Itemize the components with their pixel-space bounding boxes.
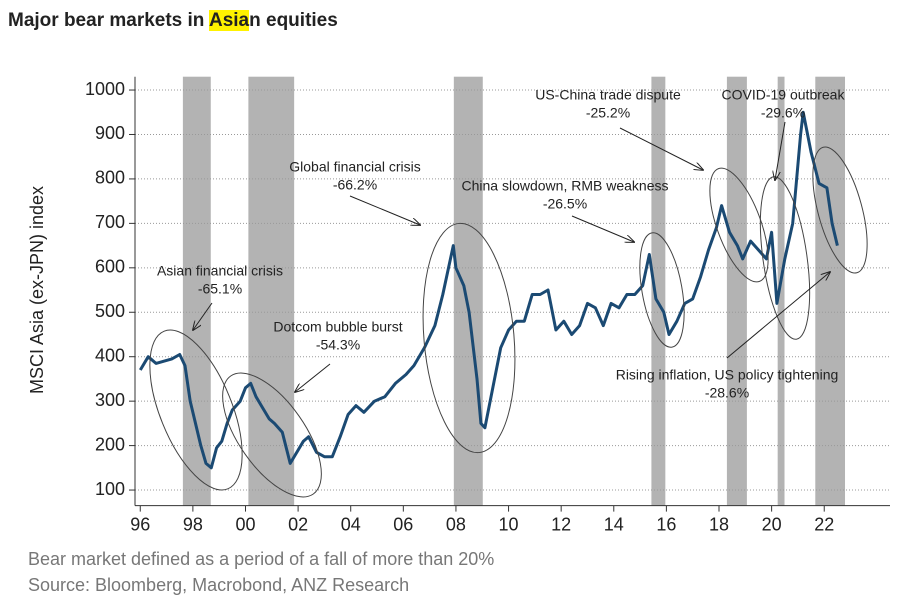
- x-tick-label: 12: [551, 514, 571, 534]
- x-tick-label: 04: [341, 514, 361, 534]
- bear-period: [815, 76, 846, 506]
- y-tick-label: 500: [95, 301, 125, 321]
- bear-period: [777, 76, 785, 506]
- y-tick-label: 1000: [85, 79, 125, 99]
- y-tick-label: 200: [95, 434, 125, 454]
- y-tick-label: 400: [95, 345, 125, 365]
- x-tick-label: 00: [235, 514, 255, 534]
- annotation-label: China slowdown, RMB weakness: [462, 178, 669, 194]
- bear-period: [726, 76, 747, 506]
- chart-title: Major bear markets in Asian equities: [8, 10, 338, 31]
- x-tick-label: 14: [604, 514, 624, 534]
- x-tick-label: 16: [656, 514, 676, 534]
- x-tick-label: 98: [183, 514, 203, 534]
- annotation-change: -25.2%: [586, 105, 630, 121]
- highlight-ellipse: [639, 232, 685, 348]
- annotation-label: Asian financial crisis: [157, 263, 283, 279]
- highlight-ellipse: [812, 146, 868, 274]
- y-tick-label: 800: [95, 168, 125, 188]
- annotation-arrow: [775, 121, 786, 180]
- x-tick-label: 18: [709, 514, 729, 534]
- bear-period: [651, 76, 666, 506]
- x-tick-label: 10: [499, 514, 519, 534]
- title-highlight: Asia: [208, 10, 250, 31]
- annotation-label: Rising inflation, US policy tightening: [616, 367, 839, 383]
- annotation-label: US-China trade dispute: [535, 87, 681, 103]
- annotation-arrow: [619, 127, 703, 170]
- y-tick-label: 700: [95, 212, 125, 232]
- annotation-change: -26.5%: [543, 196, 587, 212]
- y-axis-label: MSCI Asia (ex-JPN) index: [27, 186, 47, 394]
- annotation-label: COVID-19 outbreak: [722, 87, 846, 103]
- annotation-change: -65.1%: [198, 281, 242, 297]
- annotation-arrow: [571, 215, 634, 242]
- y-tick-label: 300: [95, 390, 125, 410]
- annotation-change: -66.2%: [333, 177, 377, 193]
- annotation-label: Dotcom bubble burst: [273, 319, 402, 335]
- x-tick-label: 02: [288, 514, 308, 534]
- x-tick-label: 96: [130, 514, 150, 534]
- note: Bear market defined as a period of a fal…: [28, 549, 494, 569]
- highlight-ellipse: [422, 222, 516, 454]
- annotation-arrow: [349, 195, 420, 225]
- index-line: [139, 110, 839, 470]
- bear-period: [248, 76, 295, 506]
- source: Source: Bloomberg, Macrobond, ANZ Resear…: [28, 575, 409, 595]
- annotation-arrow: [295, 363, 331, 392]
- annotation-change: -28.6%: [705, 385, 749, 401]
- highlight-ellipse: [709, 167, 769, 283]
- y-tick-label: 600: [95, 257, 125, 277]
- highlight-ellipse: [222, 372, 322, 498]
- x-tick-label: 22: [814, 514, 834, 534]
- x-tick-label: 08: [446, 514, 466, 534]
- annotation-arrow: [193, 302, 213, 330]
- y-tick-label: 900: [95, 123, 125, 143]
- x-tick-label: 20: [762, 514, 782, 534]
- annotation-change: -54.3%: [316, 337, 360, 353]
- annotation-label: Global financial crisis: [289, 159, 421, 175]
- y-tick-label: 100: [95, 479, 125, 499]
- bear-period: [453, 76, 483, 506]
- annotation-arrow: [726, 272, 830, 359]
- highlight-ellipse: [149, 329, 243, 491]
- x-tick-label: 06: [393, 514, 413, 534]
- annotation-change: -29.6%: [761, 105, 805, 121]
